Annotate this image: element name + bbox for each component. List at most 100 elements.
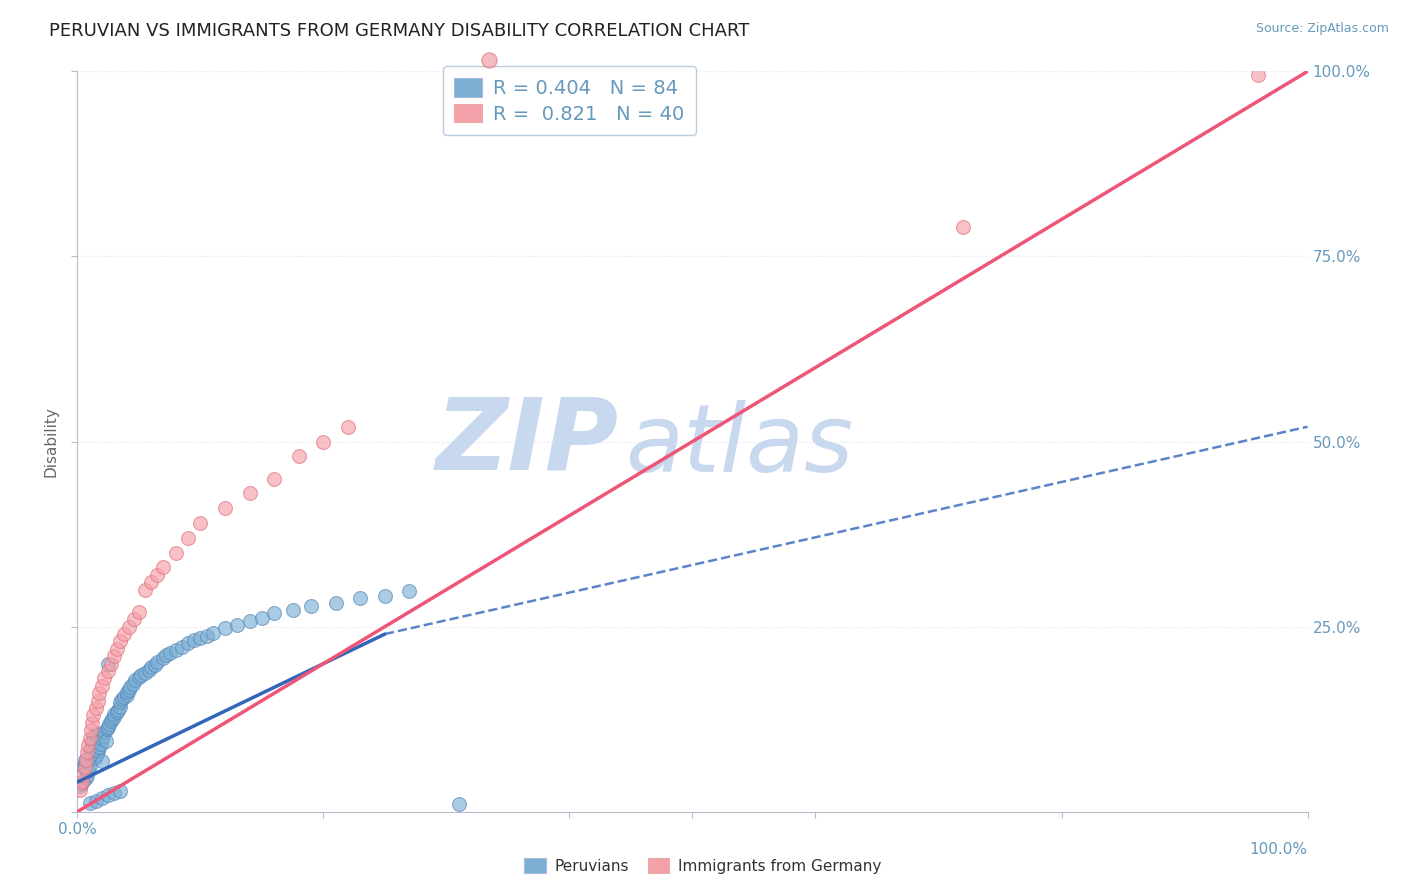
Point (138, 663, 160, 677)
Point (118, 619, 141, 633)
Point (73, 756, 96, 771)
Point (93, 672, 115, 686)
Point (325, 596, 347, 610)
Point (75, 753, 97, 767)
Point (177, 636, 200, 650)
Point (120, 681, 142, 695)
Point (82, 731, 104, 745)
Point (70, 776, 93, 790)
Point (84, 727, 107, 741)
Point (115, 688, 138, 702)
Point (146, 655, 169, 669)
Point (98, 717, 121, 731)
Point (103, 706, 125, 721)
Point (110, 634, 132, 648)
Point (263, 607, 285, 621)
Point (103, 649, 125, 664)
Point (90, 755, 114, 769)
Point (82, 738, 104, 752)
Point (299, 599, 322, 613)
Point (312, 434, 335, 449)
Point (87, 694, 110, 708)
Text: Source: ZipAtlas.com: Source: ZipAtlas.com (1256, 22, 1389, 36)
Point (83, 751, 105, 765)
Point (82, 734, 104, 748)
Legend: Peruvians, Immigrants from Germany: Peruvians, Immigrants from Germany (519, 852, 887, 880)
Point (90, 679, 114, 693)
Point (89, 686, 111, 700)
Point (87, 744, 110, 758)
Point (281, 603, 304, 617)
Point (93, 724, 115, 739)
Point (121, 677, 143, 691)
Legend: R = 0.404   N = 84, R =  0.821   N = 40: R = 0.404 N = 84, R = 0.821 N = 40 (443, 66, 696, 136)
Point (195, 628, 218, 642)
Point (201, 625, 224, 640)
Point (152, 560, 174, 574)
Point (122, 612, 145, 626)
Point (76, 767, 98, 781)
Point (159, 646, 181, 660)
Point (110, 695, 132, 709)
Text: ZIP: ZIP (436, 393, 619, 490)
Point (111, 692, 132, 706)
Point (183, 632, 205, 647)
Point (75, 772, 97, 786)
Point (84, 749, 107, 764)
Point (89, 739, 111, 754)
Point (128, 605, 150, 619)
Point (103, 710, 125, 724)
Point (239, 614, 262, 628)
Y-axis label: Disability: Disability (44, 406, 59, 477)
Point (115, 685, 138, 699)
Point (155, 648, 177, 662)
Point (141, 575, 163, 590)
Point (79, 796, 101, 810)
Point (69, 779, 91, 793)
Point (349, 591, 371, 606)
Point (226, 618, 249, 632)
Point (90, 737, 112, 751)
Point (188, 516, 212, 530)
Point (128, 670, 150, 684)
Point (103, 786, 125, 800)
Point (77, 762, 100, 776)
Point (478, 54, 501, 68)
Point (214, 501, 236, 516)
Point (91, 729, 114, 743)
Point (107, 702, 129, 716)
Point (177, 531, 200, 545)
Point (79, 746, 101, 760)
Point (73, 753, 96, 767)
Text: atlas: atlas (624, 400, 853, 491)
Point (94, 734, 117, 748)
Point (97, 657, 120, 671)
Point (97, 720, 120, 734)
Text: PERUVIAN VS IMMIGRANTS FROM GERMANY DISABILITY CORRELATION CHART: PERUVIAN VS IMMIGRANTS FROM GERMANY DISA… (49, 22, 749, 40)
Point (80, 741, 103, 756)
Point (134, 665, 156, 680)
Point (82, 715, 104, 730)
Text: 100.0%: 100.0% (1250, 842, 1308, 857)
Point (124, 673, 146, 687)
Point (72, 773, 94, 788)
Point (447, 797, 470, 812)
Point (143, 658, 166, 673)
Point (263, 471, 285, 485)
Point (134, 582, 156, 597)
Point (105, 705, 128, 719)
Point (84, 701, 107, 715)
Point (97, 664, 120, 678)
Point (76, 764, 98, 778)
Point (214, 621, 236, 635)
Point (239, 486, 262, 500)
Point (100, 657, 122, 671)
Point (112, 627, 135, 641)
Point (398, 584, 420, 599)
Point (288, 450, 311, 464)
Point (374, 589, 396, 603)
Point (337, 419, 360, 434)
Point (112, 690, 135, 704)
Point (84, 794, 107, 808)
Point (152, 650, 174, 665)
